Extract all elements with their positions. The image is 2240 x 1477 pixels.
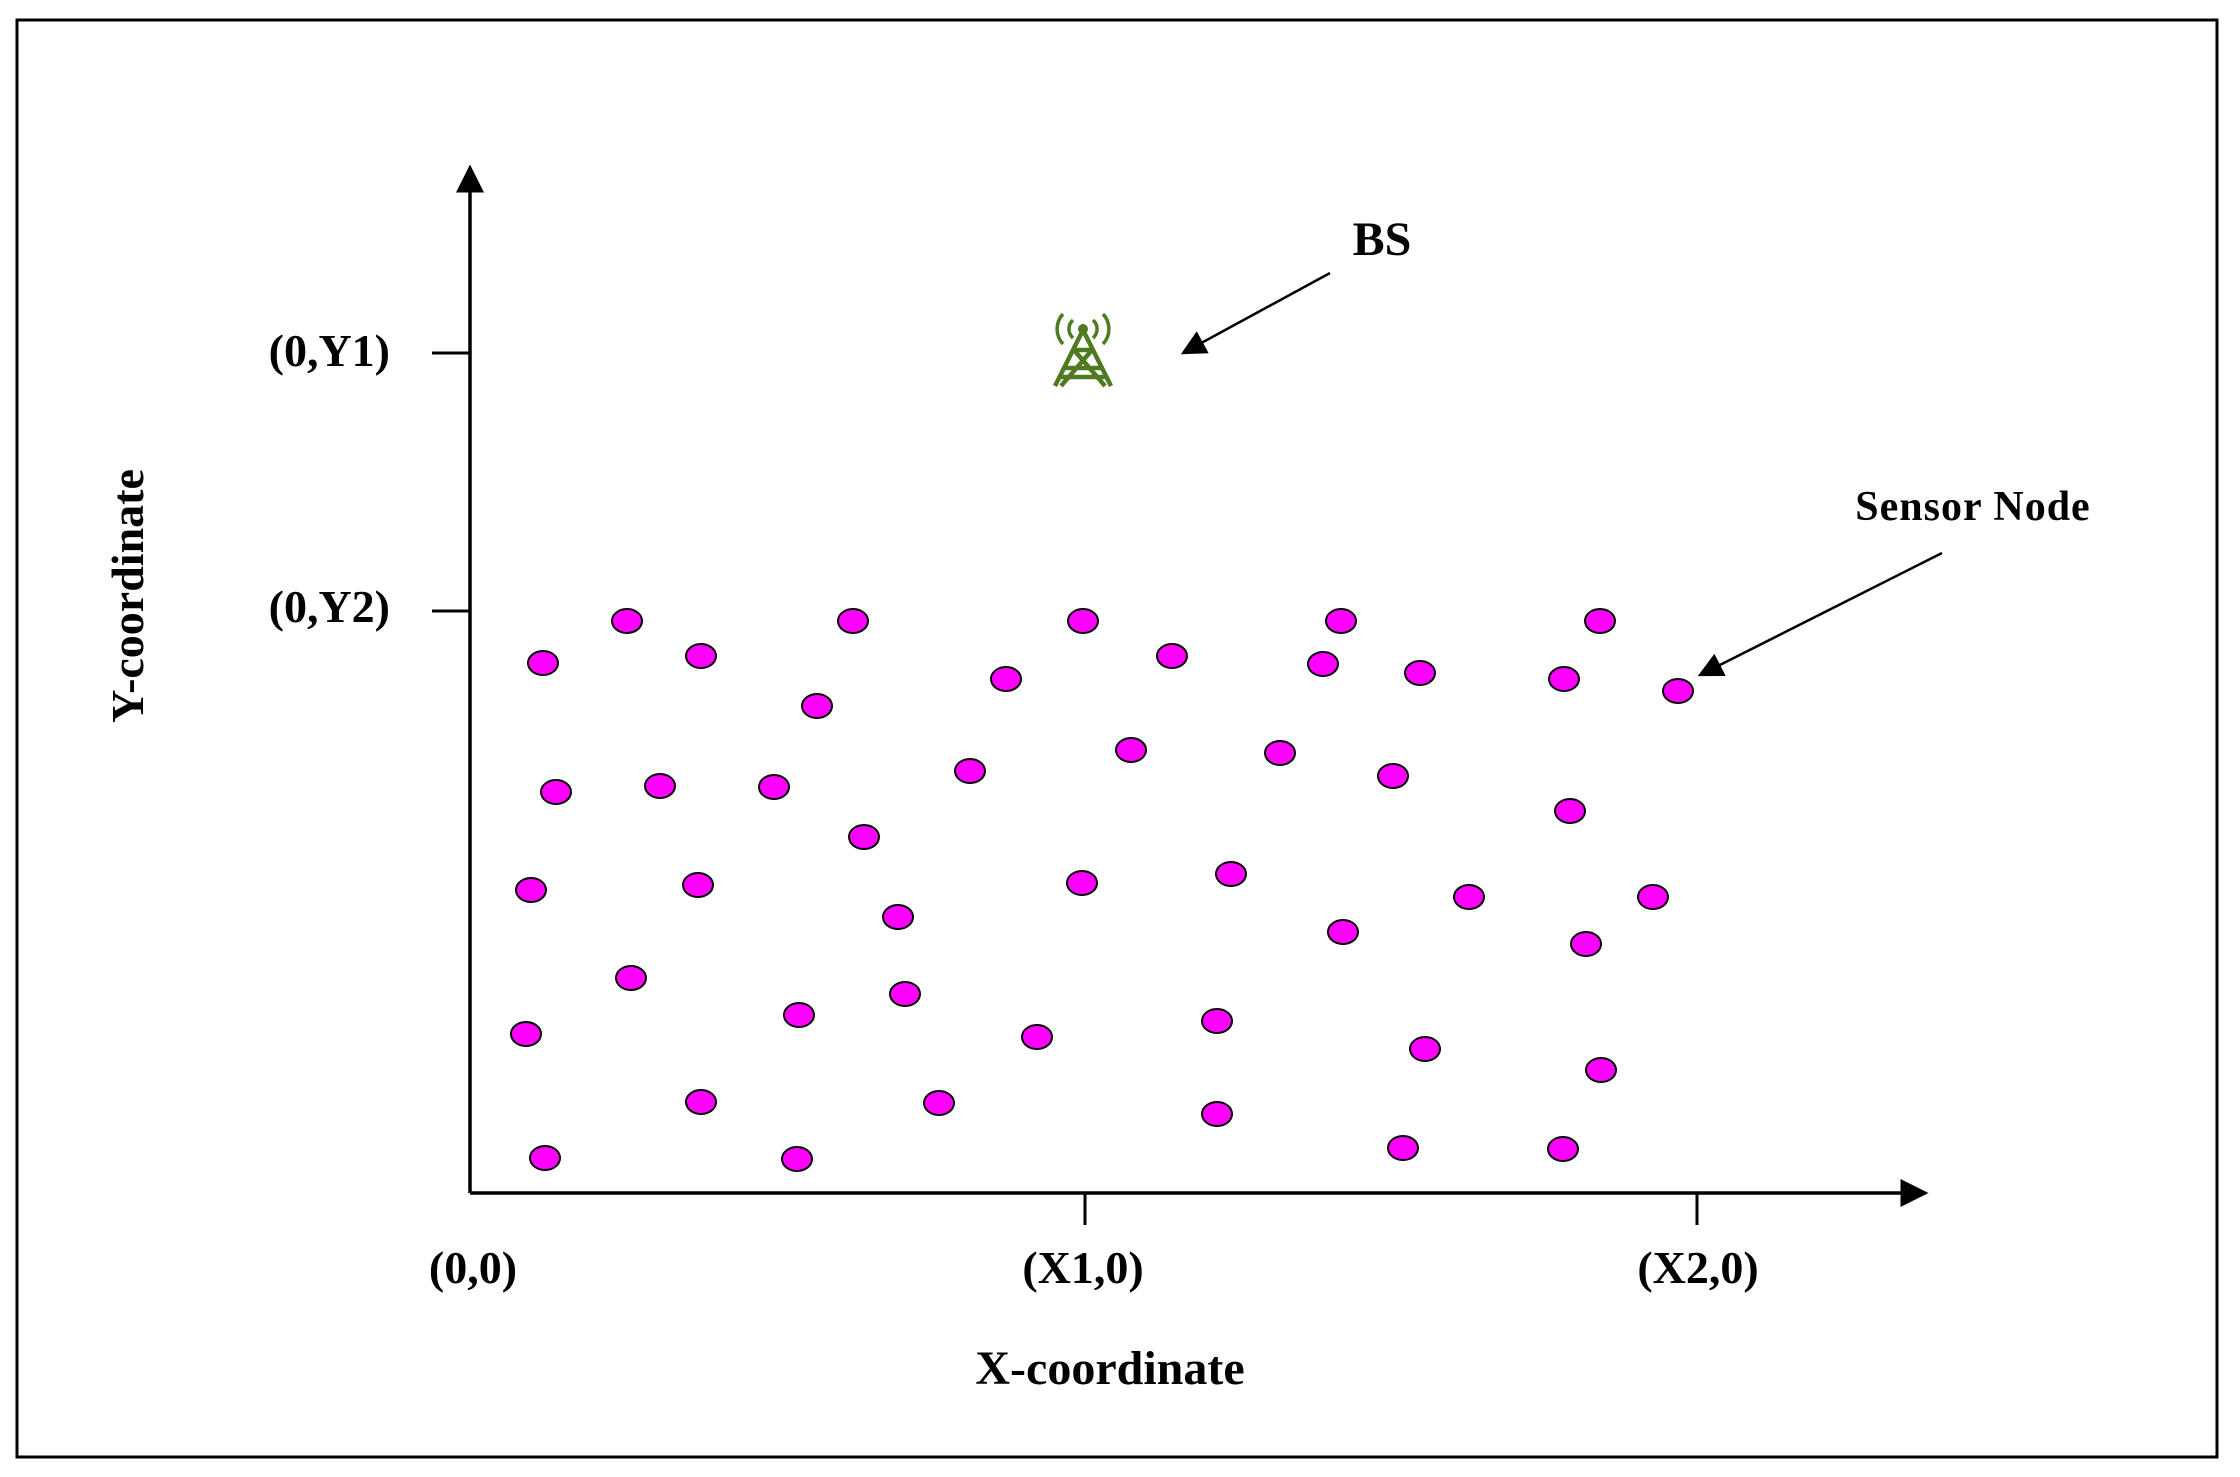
- sensor-node: [1307, 651, 1339, 677]
- sensor-node: [1584, 608, 1616, 634]
- sensor-node: [783, 1002, 815, 1028]
- sensor-node: [954, 758, 986, 784]
- sensor-node-pointer-arrow: [1697, 551, 1943, 677]
- bs-label: BS: [1353, 213, 1412, 266]
- x-axis-label: X-coordinate: [975, 1342, 1244, 1395]
- sensor-node: [882, 904, 914, 930]
- sensor-node: [1327, 919, 1359, 945]
- y-tick-label-y1: (0,Y1): [269, 325, 390, 376]
- sensor-node: [540, 779, 572, 805]
- sensor-node: [1548, 666, 1580, 692]
- diagram-frame: [15, 18, 2219, 1459]
- sensor-node: [1637, 884, 1669, 910]
- sensor-node: [1066, 870, 1098, 896]
- sensor-node: [644, 773, 676, 799]
- sensor-node: [1453, 884, 1485, 910]
- sensor-node: [801, 693, 833, 719]
- sensor-node: [527, 650, 559, 676]
- sensor-node: [1387, 1135, 1419, 1161]
- sensor-node: [1201, 1008, 1233, 1034]
- sensor-node: [1570, 931, 1602, 957]
- sensor-node: [1215, 861, 1247, 887]
- sensor-node: [758, 774, 790, 800]
- sensor-node: [1662, 678, 1694, 704]
- y-tick-label-y2: (0,Y2): [269, 581, 390, 632]
- sensor-node: [1115, 737, 1147, 763]
- sensor-node-label: Sensor Node: [1855, 484, 2090, 530]
- sensor-node: [685, 1089, 717, 1115]
- sensor-node: [1585, 1057, 1617, 1083]
- sensor-node: [1547, 1136, 1579, 1162]
- x-tick-label-x2: (X2,0): [1637, 1242, 1758, 1293]
- sensor-node: [615, 965, 647, 991]
- sensor-node: [837, 608, 869, 634]
- sensor-node: [1201, 1101, 1233, 1127]
- sensor-node: [1325, 608, 1357, 634]
- sensor-node: [515, 877, 547, 903]
- x-tick-label-origin: (0,0): [429, 1242, 517, 1293]
- sensor-node: [685, 643, 717, 669]
- sensor-node: [923, 1090, 955, 1116]
- sensor-node: [1156, 643, 1188, 669]
- sensor-node: [1377, 763, 1409, 789]
- sensor-node: [1264, 740, 1296, 766]
- sensor-node: [529, 1145, 561, 1171]
- sensor-node: [1409, 1036, 1441, 1062]
- sensor-node: [611, 608, 643, 634]
- sensor-node: [1021, 1024, 1053, 1050]
- sensor-node: [1554, 798, 1586, 824]
- sensor-node: [510, 1021, 542, 1047]
- bs-pointer-arrow: [1180, 271, 1331, 355]
- x-tick-label-x1: (X1,0): [1022, 1242, 1143, 1293]
- sensor-node: [889, 981, 921, 1007]
- y-axis-label: Y-coordinate: [102, 469, 153, 723]
- cell-tower-icon: [1052, 312, 1114, 388]
- sensor-node: [1404, 660, 1436, 686]
- sensor-node: [781, 1146, 813, 1172]
- sensor-node: [1067, 608, 1099, 634]
- sensor-node: [848, 824, 880, 850]
- sensor-node: [682, 872, 714, 898]
- sensor-nodes: [510, 608, 1694, 1172]
- sensor-node: [990, 666, 1022, 692]
